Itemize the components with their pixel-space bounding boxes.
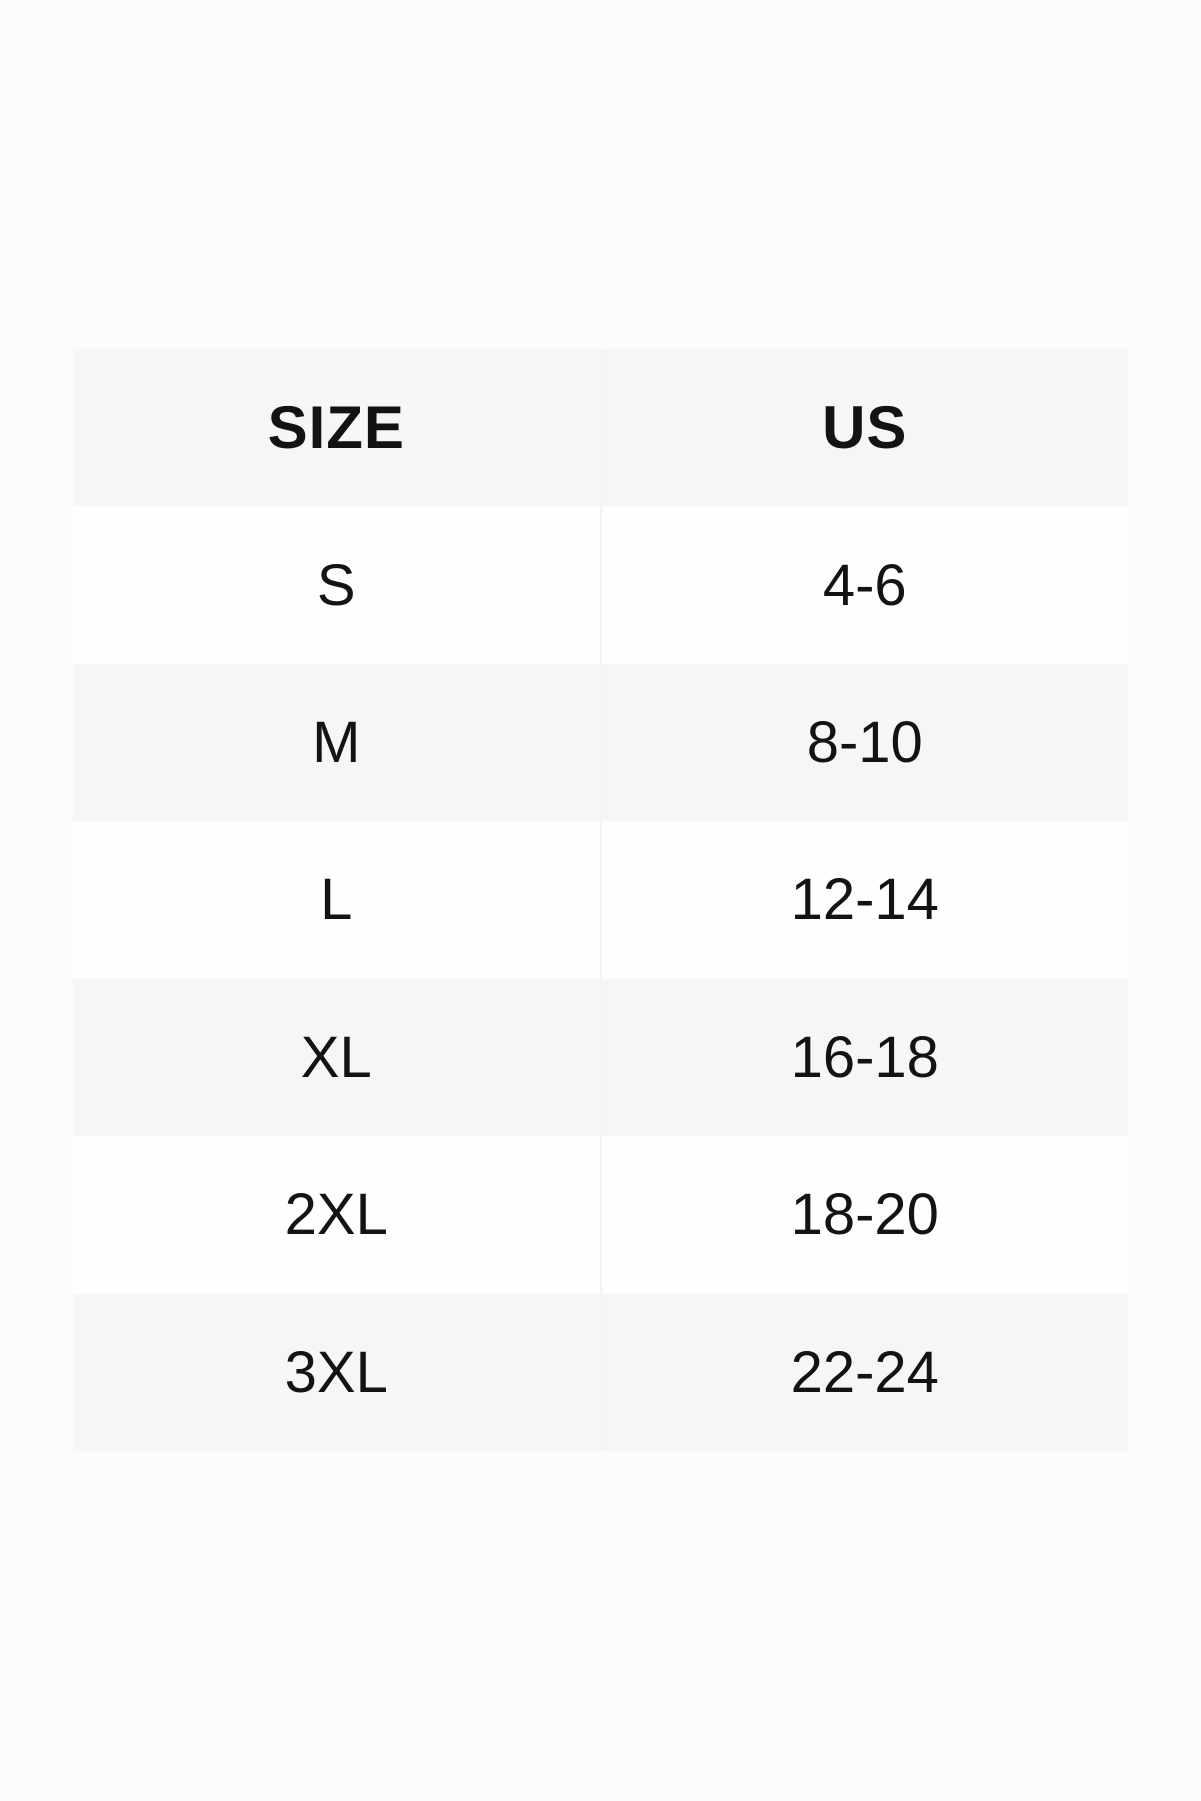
size-cell: M bbox=[312, 710, 361, 776]
size-chart-row: 3XL 22-24 bbox=[73, 1293, 1129, 1451]
size-cell: 3XL bbox=[284, 1339, 388, 1405]
us-value-cell: 22-24 bbox=[599, 1293, 1129, 1451]
size-cell: S bbox=[316, 552, 356, 618]
size-cell: 2XL bbox=[284, 1182, 388, 1248]
column-header-us: US bbox=[599, 349, 1129, 507]
us-value-cell: 4-6 bbox=[599, 506, 1129, 664]
column-header-size: SIZE bbox=[267, 394, 405, 462]
us-value-cell: 16-18 bbox=[599, 978, 1129, 1137]
size-cell: L bbox=[320, 867, 353, 933]
us-value-cell: 18-20 bbox=[599, 1136, 1129, 1294]
size-chart-row: 2XL 18-20 bbox=[73, 1136, 1129, 1294]
size-chart-table: SIZE US S 4-6 M 8-10 L 12-14 XL 16-18 2X… bbox=[73, 349, 1128, 1451]
size-cell: XL bbox=[300, 1024, 372, 1090]
size-chart-row: L 12-14 bbox=[73, 821, 1129, 979]
us-value-cell: 8-10 bbox=[599, 663, 1129, 822]
us-value-cell: 12-14 bbox=[599, 821, 1129, 979]
size-chart-header-row: SIZE US bbox=[73, 349, 1129, 507]
size-chart-row: XL 16-18 bbox=[73, 978, 1129, 1137]
size-chart-row: M 8-10 bbox=[73, 663, 1129, 822]
size-chart-row: S 4-6 bbox=[73, 506, 1129, 664]
